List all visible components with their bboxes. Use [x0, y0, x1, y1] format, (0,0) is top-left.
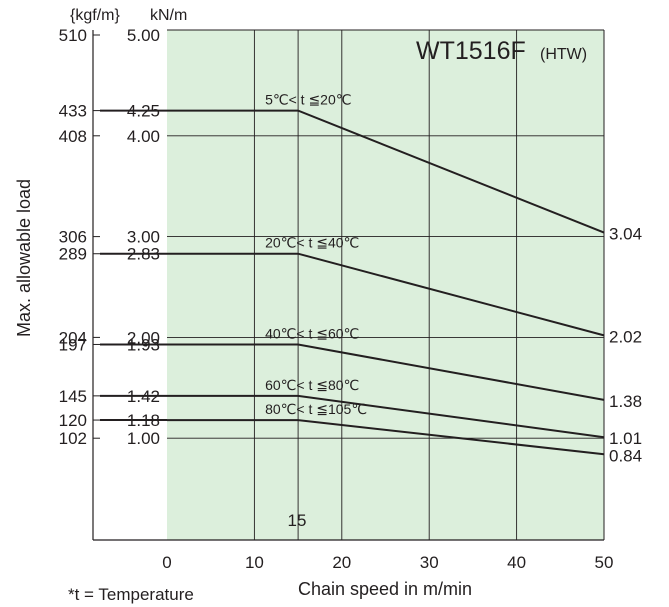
chart-subtitle: (HTW) — [540, 46, 587, 63]
x-tick-label: 10 — [245, 553, 264, 572]
y-tick-label-kgf: 510 — [59, 26, 87, 45]
y-tick-label-kgf: 306 — [59, 228, 87, 247]
x-tick-label: 40 — [507, 553, 526, 572]
x-tick-label: 20 — [332, 553, 351, 572]
x-tick-label: 50 — [595, 553, 614, 572]
x-tick-label: 30 — [420, 553, 439, 572]
y-tick-label-kgf: 120 — [59, 411, 87, 430]
series-line — [167, 343, 605, 401]
y-axis-title: Max. allowable load — [14, 179, 34, 337]
y-tick-label-kgf: 197 — [59, 335, 87, 354]
y-tick-label-kgf: 408 — [59, 127, 87, 146]
series-end-value-label: 0.84 — [609, 446, 642, 465]
y-tick-label-kgf: 289 — [59, 245, 87, 264]
series-labels: 3.04 5℃< t ≦20℃ 2.02 20℃< t ≦40℃ 1.38 40℃< t … — [265, 92, 642, 466]
series-end-value-label: 1.01 — [609, 429, 642, 448]
series-temperature-label: 20℃< t ≦40℃ — [265, 235, 359, 251]
series-temperature-label: 40℃< t ≦60℃ — [265, 325, 359, 341]
kgf-unit-label: {kgf/m} — [70, 7, 120, 24]
series-temperature-label: 60℃< t ≦80℃ — [265, 377, 359, 393]
y-tick-label-kgf: 433 — [59, 102, 87, 121]
y-tick-label-kgf: 145 — [59, 387, 87, 406]
y-tick-label-kn: 1.00 — [127, 429, 160, 448]
series-temperature-label: 80℃< t ≦105℃ — [265, 401, 367, 417]
x-axis-ticks: 0 10 20 30 40 50 — [162, 553, 613, 572]
series-end-value-label: 2.02 — [609, 327, 642, 346]
series-end-value-label: 1.38 — [609, 392, 642, 411]
x-tick-label: 0 — [162, 553, 171, 572]
series-line — [167, 419, 605, 456]
y-tick-label-kn: 5.00 — [127, 26, 160, 45]
y-tick-label-kn: 3.00 — [127, 228, 160, 247]
speed-marker-label: 15 — [288, 511, 307, 530]
kn-unit-label: kN/m — [150, 7, 187, 24]
series-line — [167, 109, 605, 234]
x-axis-title: Chain speed in m/min — [298, 579, 472, 599]
grid-lines — [167, 30, 604, 540]
temperature-footnote: *t = Temperature — [68, 585, 194, 604]
series-lines — [100, 109, 605, 456]
y-tick-label-kgf: 204 — [59, 328, 87, 347]
y-tick-label-kgf: 102 — [59, 429, 87, 448]
series-line — [167, 252, 605, 337]
chart-title: WT1516F — [416, 37, 526, 65]
series-end-value-label: 3.04 — [609, 225, 642, 244]
series-line — [167, 394, 605, 439]
plot-area — [167, 30, 604, 540]
y-tick-label-kn: 2.00 — [127, 328, 160, 347]
y-tick-label-kn: 4.00 — [127, 127, 160, 146]
series-temperature-label: 5℃< t ≦20℃ — [265, 92, 351, 108]
